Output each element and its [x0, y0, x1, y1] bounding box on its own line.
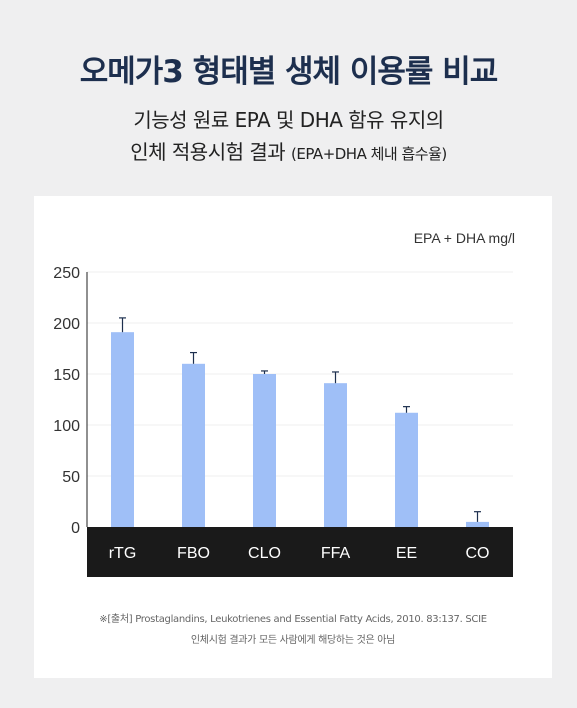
bar	[111, 332, 134, 527]
subtitle-main: 인체 적용시험 결과	[130, 140, 286, 164]
x-tick-label: EE	[396, 545, 417, 562]
x-tick-label: FFA	[321, 545, 351, 562]
y-tick-label: 250	[53, 265, 80, 282]
footnote-source: ※[출처] Prostaglandins, Leukotrienes and E…	[99, 614, 487, 625]
x-tick-label: FBO	[177, 545, 210, 562]
bar	[324, 383, 347, 527]
y-tick-label: 50	[62, 469, 80, 486]
x-axis-band	[87, 527, 513, 577]
y-tick-label: 150	[53, 367, 80, 384]
x-tick-label: CLO	[248, 545, 281, 562]
subtitle-line-2: 인체 적용시험 결과 (EPA+DHA 체내 흡수율)	[0, 136, 577, 170]
subtitle-line-1: 기능성 원료 EPA 및 DHA 함유 유지의	[133, 108, 444, 132]
footnote-disclaimer: 인체시험 결과가 모든 사람에게 해당하는 것은 아님	[190, 635, 396, 646]
y-tick-label: 200	[53, 316, 80, 333]
bar	[253, 374, 276, 527]
subtitle-small: (EPA+DHA 체내 흡수율)	[291, 145, 447, 163]
chart-card: 0 50 100 150 200 250 EPA + DHA mg/l rTG FBO CLO FF…	[34, 196, 552, 678]
y-axis-label: EPA + DHA mg/l	[414, 230, 515, 246]
y-tick-label: 100	[53, 418, 80, 435]
bar	[466, 521, 489, 527]
bar-chart: 0 50 100 150 200 250 EPA + DHA mg/l rTG FBO CLO FF…	[53, 230, 515, 577]
x-tick-label: CO	[466, 545, 490, 562]
x-tick-label: rTG	[109, 545, 137, 562]
bar	[395, 412, 418, 527]
page-subtitle: 기능성 원료 EPA 및 DHA 함유 유지의 인체 적용시험 결과 (EPA+…	[0, 104, 577, 170]
y-tick-label: 0	[71, 520, 80, 537]
page-title: 오메가3 형태별 생체 이용률 비교	[79, 54, 499, 90]
bar	[182, 363, 205, 527]
